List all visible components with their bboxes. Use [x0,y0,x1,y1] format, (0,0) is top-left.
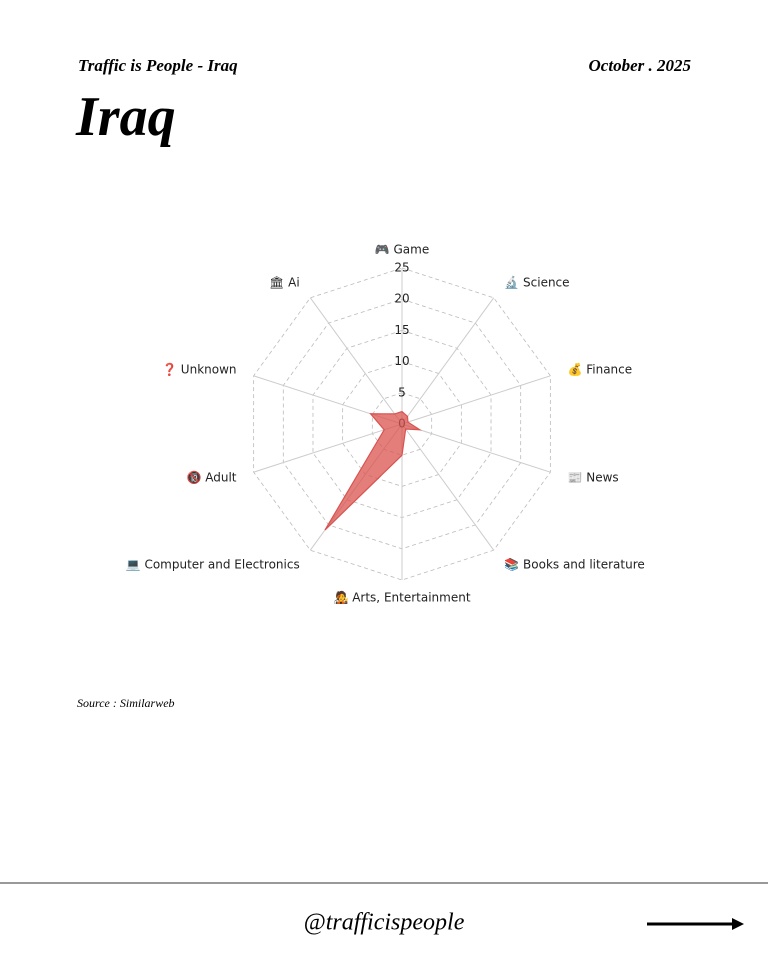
tick-label: 20 [394,292,409,306]
tick-label: 25 [394,261,409,275]
radar-chart: 🎮 Game 🔬 Science 💰 Finance 📰 News 📚 Books an… [126,243,645,605]
axis-spoke [401,423,495,551]
tick-label: 10 [394,354,409,368]
category-label: 🧑‍🎤 Arts, Entertainment [333,590,470,605]
footer-handle: @trafficispeople [304,910,465,936]
category-label: 🏛 Ai [269,276,300,290]
source: Source : Similarweb [77,696,175,710]
axis-spoke [401,423,551,473]
tick-label: 15 [394,323,409,337]
category-label: 💰 Finance [567,363,632,377]
category-label: 📰 News [567,470,618,484]
category-label: 🎮 Game [375,243,429,257]
category-label: ❓ Unknown [162,363,236,377]
axis-spoke [309,297,403,425]
series-area [324,410,423,531]
category-label: 💻 Computer and Electronics [126,557,300,571]
page-title: Iraq [75,86,176,148]
category-label: 🔞 Adult [187,470,237,484]
header-right: October . 2025 [589,56,692,75]
category-label: 🔬 Science [504,275,569,290]
axis-spoke [253,423,403,473]
tick-label: 5 [398,385,406,399]
axis-spoke [401,297,495,425]
arrow-head [732,918,744,930]
category-label: 📚 Books and literature [504,557,644,571]
header-left: Traffic is People - Iraq [78,56,238,75]
axis-spoke [401,375,551,425]
